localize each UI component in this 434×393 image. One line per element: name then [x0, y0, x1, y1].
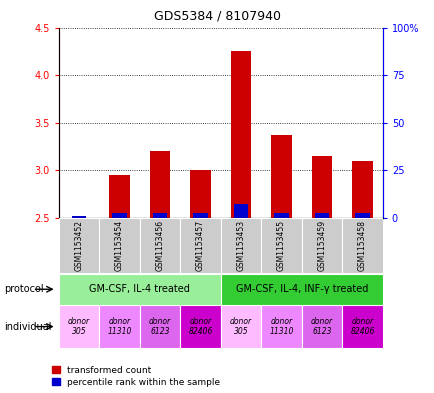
- Bar: [99, 218, 139, 273]
- Text: GSM1153459: GSM1153459: [317, 220, 326, 271]
- Text: donor
305: donor 305: [68, 317, 90, 336]
- Bar: [139, 305, 180, 348]
- Text: GSM1153458: GSM1153458: [357, 220, 366, 271]
- Bar: [112, 213, 126, 218]
- Bar: [274, 213, 288, 218]
- Bar: [190, 171, 210, 218]
- Text: GDS5384 / 8107940: GDS5384 / 8107940: [154, 10, 280, 23]
- Bar: [261, 305, 301, 348]
- Legend: transformed count, percentile rank within the sample: transformed count, percentile rank withi…: [52, 366, 220, 387]
- Text: GSM1153456: GSM1153456: [155, 220, 164, 271]
- Text: donor
11310: donor 11310: [107, 317, 132, 336]
- Text: GSM1153454: GSM1153454: [115, 220, 124, 271]
- Bar: [355, 213, 369, 218]
- Text: protocol: protocol: [4, 284, 44, 294]
- Text: GSM1153453: GSM1153453: [236, 220, 245, 271]
- Bar: [233, 204, 247, 218]
- Text: donor
82406: donor 82406: [188, 317, 212, 336]
- Text: donor
82406: donor 82406: [349, 317, 374, 336]
- Bar: [180, 305, 220, 348]
- Bar: [220, 305, 261, 348]
- Bar: [230, 51, 250, 218]
- Bar: [150, 151, 170, 218]
- Bar: [139, 218, 180, 273]
- Text: GM-CSF, IL-4, INF-γ treated: GM-CSF, IL-4, INF-γ treated: [235, 284, 367, 294]
- Text: donor
6123: donor 6123: [148, 317, 171, 336]
- Text: donor
11310: donor 11310: [269, 317, 293, 336]
- Bar: [342, 218, 382, 273]
- Text: donor
6123: donor 6123: [310, 317, 332, 336]
- Bar: [193, 213, 207, 218]
- Bar: [342, 305, 382, 348]
- Bar: [220, 218, 261, 273]
- Bar: [109, 175, 129, 218]
- Bar: [311, 156, 332, 218]
- Text: GSM1153457: GSM1153457: [196, 220, 204, 271]
- Text: GM-CSF, IL-4 treated: GM-CSF, IL-4 treated: [89, 284, 190, 294]
- Bar: [72, 216, 86, 218]
- Bar: [301, 218, 342, 273]
- Bar: [261, 218, 301, 273]
- Text: GSM1153455: GSM1153455: [276, 220, 286, 271]
- Bar: [59, 218, 99, 273]
- Bar: [301, 305, 342, 348]
- Bar: [153, 213, 167, 218]
- Text: donor
305: donor 305: [230, 317, 251, 336]
- Bar: [59, 274, 220, 305]
- Bar: [271, 135, 291, 218]
- Bar: [220, 274, 382, 305]
- Bar: [314, 213, 329, 218]
- Text: GSM1153452: GSM1153452: [74, 220, 83, 271]
- Bar: [59, 305, 99, 348]
- Text: individual: individual: [4, 321, 52, 332]
- Bar: [180, 218, 220, 273]
- Bar: [352, 161, 372, 218]
- Bar: [99, 305, 139, 348]
